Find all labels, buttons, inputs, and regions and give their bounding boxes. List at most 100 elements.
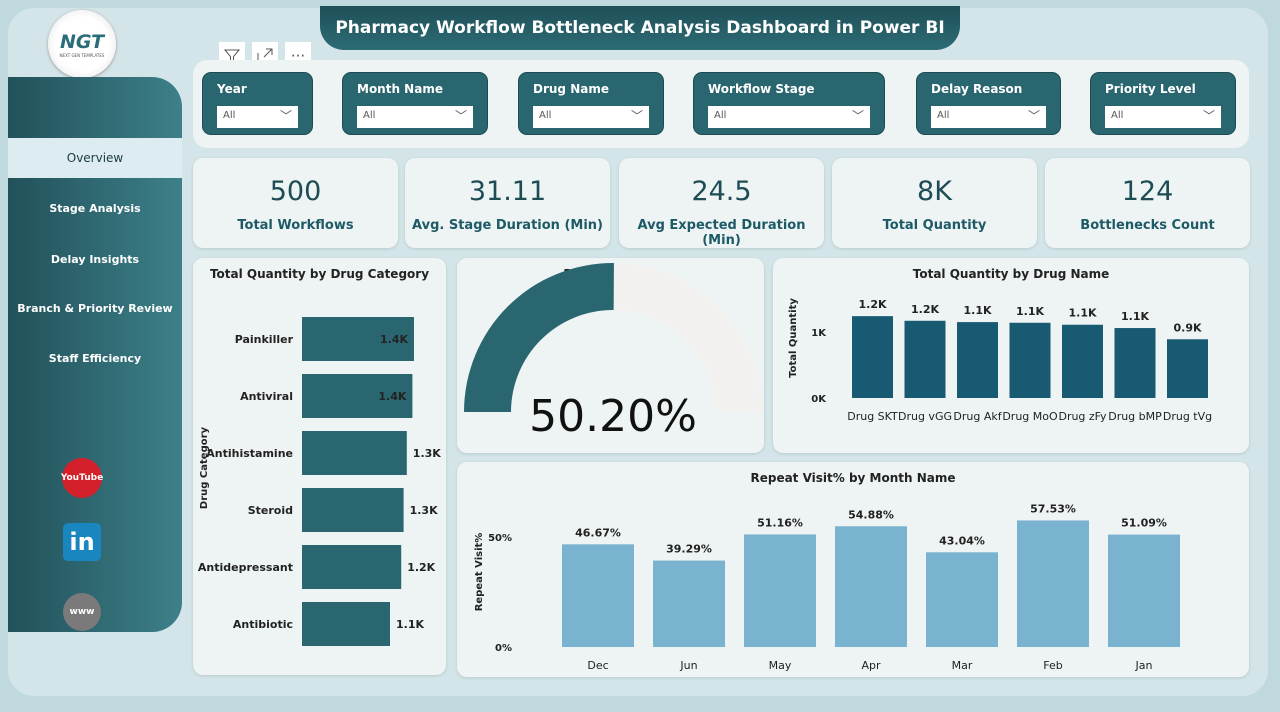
slicer-label: Month Name <box>357 82 443 96</box>
slicer-priority-level: Priority Level All ﹀ <box>1090 72 1236 135</box>
website-globe-icon[interactable]: www <box>62 592 102 632</box>
kpi-value: 8K <box>917 176 952 207</box>
data-label: 1.1K <box>1068 307 1096 320</box>
data-label: 0.9K <box>1173 321 1201 334</box>
bar <box>1017 520 1089 647</box>
y-tick-label: 0% <box>495 643 512 654</box>
category-label: Painkiller <box>235 333 294 346</box>
data-label: 1.1K <box>1121 310 1149 323</box>
youtube-icon[interactable]: YouTube <box>61 458 103 498</box>
bar <box>302 602 390 646</box>
x-tick-label: May <box>769 659 792 672</box>
bar <box>744 534 816 647</box>
slicer-year: Year All ﹀ <box>202 72 313 135</box>
chevron-down-icon: ﹀ <box>279 109 292 123</box>
x-tick-label: Jun <box>679 659 697 672</box>
kpi-value: 124 <box>1121 176 1174 207</box>
slicer-label: Priority Level <box>1105 82 1196 96</box>
kpi-label: Bottlenecks Count <box>1080 218 1215 233</box>
slicer-dropdown[interactable]: All ﹀ <box>357 106 473 128</box>
kpi-value: 500 <box>269 176 322 207</box>
y-tick-label: 1K <box>811 328 827 339</box>
sidebar-item-branch-priority-review[interactable]: Branch & Priority Review <box>17 301 173 315</box>
slicer-label: Drug Name <box>533 82 609 96</box>
category-label: Antidepressant <box>198 561 293 574</box>
kpi-card: 31.11 Avg. Stage Duration (Min) <box>405 158 610 248</box>
bar <box>957 322 998 398</box>
data-label: 1.3K <box>413 447 441 460</box>
x-tick-label: Drug tVg <box>1163 410 1212 423</box>
kpi-label: Total Workflows <box>237 218 354 233</box>
data-label: 1.1K <box>396 618 424 631</box>
slicer-dropdown[interactable]: All ﹀ <box>931 106 1046 128</box>
x-tick-label: Drug zFy <box>1058 410 1107 423</box>
bar <box>302 431 407 475</box>
sidebar-item-staff-efficiency[interactable]: Staff Efficiency <box>48 351 142 365</box>
chevron-down-icon: ﹀ <box>630 109 643 123</box>
kpi-value: 31.11 <box>468 176 547 207</box>
data-label: 43.04% <box>939 534 985 547</box>
gauge-value: 50.20% <box>529 391 697 442</box>
sidebar-item-stage-analysis[interactable]: Stage Analysis <box>49 201 141 215</box>
slicer-value: All <box>539 110 552 121</box>
website-label: www <box>63 593 101 631</box>
category-label: Steroid <box>248 504 293 517</box>
bar <box>302 317 414 361</box>
bar <box>835 526 907 647</box>
slicer-dropdown[interactable]: All ﹀ <box>533 106 649 128</box>
youtube-label: YouTube <box>61 458 103 498</box>
data-label: 1.1K <box>963 304 991 317</box>
slicer-workflow-stage: Workflow Stage All ﹀ <box>693 72 885 135</box>
bar <box>302 374 413 418</box>
x-tick-label: Jan <box>1135 659 1153 672</box>
kpi-label: Avg. Stage Duration (Min) <box>412 218 603 233</box>
sidebar-item-delay-insights[interactable]: Delay Insights <box>50 252 140 266</box>
chevron-down-icon: ﹀ <box>1202 109 1215 123</box>
category-label: Antiviral <box>240 390 293 403</box>
slicer-label: Delay Reason <box>931 82 1023 96</box>
repeat-visit-month-chart: Repeat Visit% by Month Name Repeat Visit… <box>457 462 1249 677</box>
sidebar-item-overview[interactable]: Overview <box>8 138 182 178</box>
drug-category-chart: Total Quantity by Drug Category Drug Cat… <box>193 258 446 675</box>
logo-subtext: NEXT GEN TEMPLATES <box>59 52 105 58</box>
axis-title: Repeat Visit% <box>474 533 485 612</box>
x-tick-label: Apr <box>861 659 881 672</box>
slicer-dropdown[interactable]: All ﹀ <box>1105 106 1221 128</box>
slicer-dropdown[interactable]: All ﹀ <box>708 106 870 128</box>
data-label: 51.09% <box>1121 517 1167 530</box>
bar <box>653 560 725 647</box>
x-tick-label: Drug MoO <box>1002 410 1058 423</box>
linkedin-icon[interactable]: in <box>62 522 102 562</box>
x-tick-label: Drug bMP <box>1108 410 1162 423</box>
kpi-card: 500 Total Workflows <box>193 158 398 248</box>
bar <box>562 544 634 647</box>
slicer-drug-name: Drug Name All ﹀ <box>518 72 664 135</box>
bar <box>1167 339 1208 398</box>
bar <box>926 552 998 647</box>
slicer-month-name: Month Name All ﹀ <box>342 72 488 135</box>
linkedin-label: in <box>63 523 101 561</box>
data-label: 1.4K <box>380 333 408 346</box>
bar <box>302 545 402 589</box>
slicer-value: All <box>223 110 236 121</box>
data-label: 1.2K <box>858 298 886 311</box>
kpi-label: Total Quantity <box>882 218 987 233</box>
slicer-label: Workflow Stage <box>708 82 815 96</box>
chart-title: Repeat Visit% by Month Name <box>750 471 956 485</box>
data-label: 54.88% <box>848 508 894 521</box>
drug-name-chart: Total Quantity by Drug Name Total Quanti… <box>773 258 1249 453</box>
kpi-value: 24.5 <box>691 176 752 207</box>
chart-title: Total Quantity by Drug Category <box>209 267 430 281</box>
y-tick-label: 0K <box>811 394 827 405</box>
bar <box>904 320 946 398</box>
kpi-label: Avg Expected Duration (Min) <box>637 218 806 248</box>
slicer-value: All <box>937 110 950 121</box>
bar <box>1114 328 1156 398</box>
slicer-dropdown[interactable]: All ﹀ <box>217 106 298 128</box>
data-label: 46.67% <box>575 526 621 539</box>
data-label: 1.1K <box>1016 305 1044 318</box>
x-tick-label: Feb <box>1043 659 1062 672</box>
chevron-down-icon: ﹀ <box>851 109 864 123</box>
slicer-value: All <box>714 110 727 121</box>
x-tick-label: Dec <box>587 659 608 672</box>
